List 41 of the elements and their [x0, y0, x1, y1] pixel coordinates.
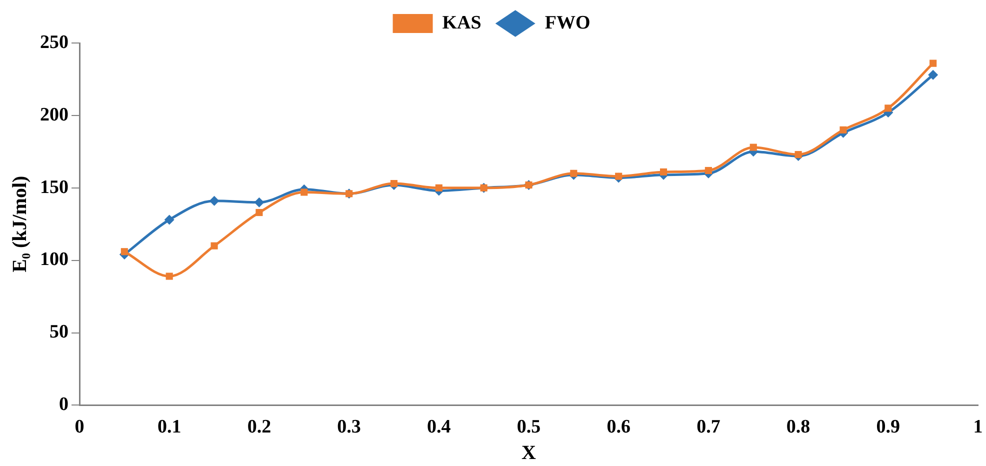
x-tick-label: 0.9 [876, 416, 900, 438]
y-axis-title: E₀ (kJ/mol) [9, 176, 32, 272]
point [209, 196, 220, 206]
point [300, 188, 308, 196]
y-tick-label: 250 [40, 32, 68, 53]
x-tick-label: 0.6 [606, 416, 630, 438]
point [164, 214, 174, 225]
x-tick-label: 1 [973, 416, 983, 438]
x-tick-label: 0.5 [516, 416, 541, 438]
point [570, 170, 578, 177]
point [704, 166, 712, 174]
point [660, 168, 668, 176]
x-tick-label: 0.7 [696, 416, 721, 438]
x-tick-label: 0.3 [337, 416, 361, 438]
x-tick-label: 0.2 [247, 416, 272, 438]
point [615, 172, 622, 180]
point [390, 180, 398, 188]
point [254, 197, 264, 208]
x-tick-label: 0.8 [786, 416, 810, 438]
point [435, 184, 442, 192]
point [210, 242, 218, 250]
y-tick-label: 200 [40, 104, 68, 126]
point [120, 248, 128, 256]
legend-label: KAS [442, 12, 482, 34]
point [750, 144, 757, 151]
x-tick-label: 0.1 [157, 416, 182, 438]
point [840, 126, 847, 134]
point [930, 60, 937, 67]
point [794, 151, 802, 158]
y-tick-label: 150 [40, 176, 68, 198]
y-tick-label: 0 [59, 394, 68, 416]
x-tick-label: 0.4 [427, 416, 452, 438]
point [928, 70, 938, 80]
x-axis-title: X [522, 442, 537, 464]
point [166, 272, 173, 280]
x-tick-label: 0 [74, 416, 84, 438]
y-tick-label: 100 [40, 249, 68, 270]
y-tick-label: 50 [50, 322, 68, 343]
point [884, 104, 892, 112]
point [256, 208, 263, 216]
legend-label: FWO [544, 12, 590, 34]
